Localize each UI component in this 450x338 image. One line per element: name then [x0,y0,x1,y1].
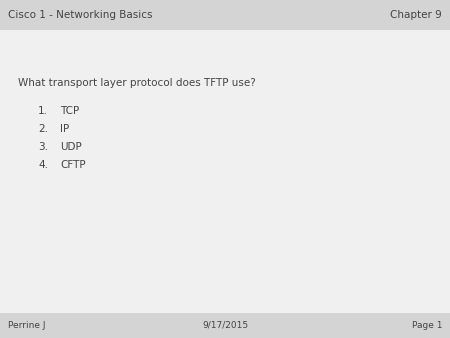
Bar [0,30,450,313]
Text: 4.: 4. [38,160,48,170]
Text: 2.: 2. [38,124,48,134]
Text: What transport layer protocol does TFTP use?: What transport layer protocol does TFTP … [18,78,256,88]
Text: CFTP: CFTP [60,160,86,170]
Bar [0,0,450,30]
Text: TCP: TCP [60,106,79,116]
Text: Page 1: Page 1 [411,321,442,330]
Text: 9/17/2015: 9/17/2015 [202,321,248,330]
Text: Chapter 9: Chapter 9 [390,10,442,20]
Text: 3.: 3. [38,142,48,152]
Text: 1.: 1. [38,106,48,116]
Text: Cisco 1 - Networking Basics: Cisco 1 - Networking Basics [8,10,153,20]
Text: UDP: UDP [60,142,82,152]
Text: Perrine J: Perrine J [8,321,45,330]
Text: IP: IP [60,124,69,134]
Bar [0,313,450,338]
